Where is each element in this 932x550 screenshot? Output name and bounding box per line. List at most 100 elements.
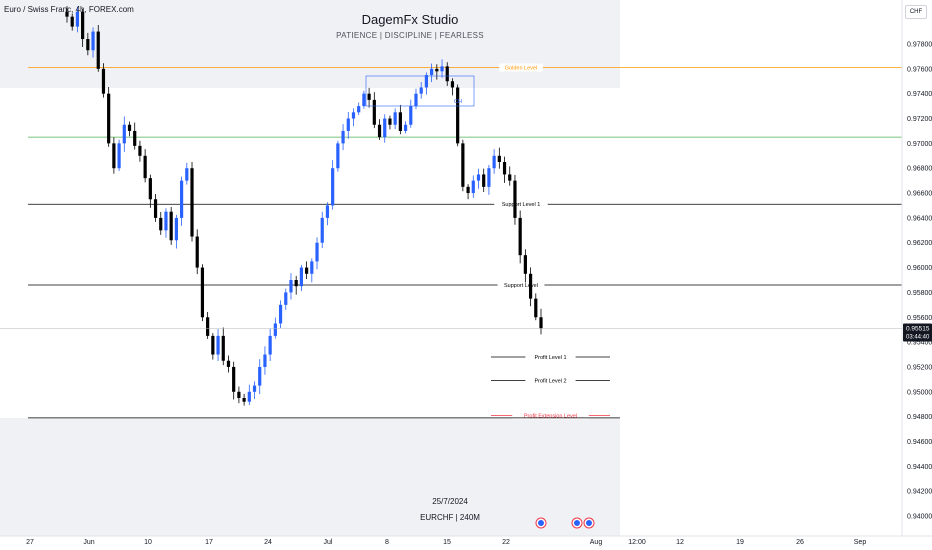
watermark-symbol: EURCHF | 240M <box>420 513 480 522</box>
price-tick-label: 0.94000 <box>907 514 932 521</box>
time-tick-label: 19 <box>736 539 744 546</box>
price-tick-label: 0.94600 <box>907 439 932 446</box>
candle-body <box>247 391 251 402</box>
candle-body <box>112 143 116 169</box>
candle-body <box>169 211 173 241</box>
candle-body <box>237 391 241 398</box>
candle-body <box>497 155 501 162</box>
time-tick-label: 24 <box>264 539 272 546</box>
price-tick-label: 0.97600 <box>907 66 932 73</box>
candle-body <box>91 31 95 51</box>
level-label-bg <box>497 280 545 289</box>
price-axis[interactable]: 0.97800 0.97600 0.97400 0.97200 0.97000 0.968… <box>907 42 932 521</box>
candle-body <box>388 118 392 125</box>
candle-body <box>351 112 356 119</box>
level-lines: Golden Level Support Level 1 Support Level… <box>28 63 902 420</box>
candle-body <box>487 168 491 187</box>
candle-body <box>122 124 126 144</box>
candle-body <box>534 298 538 318</box>
candle-body <box>419 87 423 94</box>
studio-subtitle: PATIENCE | DISCIPLINE | FEARLESS <box>336 31 484 40</box>
watermark-date: 25/7/2024 <box>432 497 468 506</box>
price-tick-label: 0.94800 <box>907 414 932 421</box>
candle-body <box>341 130 345 144</box>
candle-body <box>70 16 74 27</box>
candle-body <box>539 317 543 329</box>
last-price-box <box>903 323 932 342</box>
price-tick-label: 0.95000 <box>907 389 932 396</box>
price-tick-label: 0.97000 <box>907 141 932 148</box>
candle-body <box>367 93 371 100</box>
candle-body <box>148 178 152 200</box>
candle-body <box>252 385 257 392</box>
time-tick-label: Jun <box>83 539 94 546</box>
candle-body <box>75 11 80 27</box>
level-label-bg <box>525 353 576 362</box>
candle-body <box>456 87 460 144</box>
change-of-character-box <box>365 75 475 107</box>
candle-body <box>372 99 376 125</box>
candle-body <box>414 93 418 107</box>
time-tick-label: 22 <box>502 539 510 546</box>
candle-body <box>508 174 512 181</box>
candle-body <box>523 255 527 274</box>
time-tick-label: 12:00 <box>628 539 646 546</box>
candle-body <box>242 398 246 402</box>
level-label: Support Level <box>504 283 538 289</box>
candle-body <box>278 304 283 324</box>
price-tick-label: 0.96200 <box>907 240 932 247</box>
candle-body <box>466 186 470 194</box>
candle-body <box>492 155 496 169</box>
studio-title: DagemFx Studio <box>361 12 459 27</box>
ch-annotation: CH <box>454 99 462 105</box>
price-tick-label: 0.97400 <box>907 91 932 98</box>
candle-body <box>216 335 220 355</box>
candle-body <box>383 118 387 138</box>
price-tick-label: 0.96400 <box>907 215 932 222</box>
candle-body <box>299 267 303 287</box>
event-flag-icon-core <box>586 520 592 526</box>
price-tick-label: 0.97800 <box>907 42 932 49</box>
bg-zone-bottom <box>0 418 620 536</box>
level-label-bg <box>499 63 543 72</box>
candle-body <box>107 93 111 144</box>
candle-body <box>513 180 517 218</box>
candle-body <box>289 280 293 293</box>
candle-body <box>200 267 205 318</box>
candle-body <box>127 124 132 131</box>
time-tick-label: Sep <box>854 539 867 546</box>
level-label-bg <box>512 411 589 420</box>
candle-body <box>435 68 439 72</box>
candle-body <box>96 31 100 69</box>
candle-body <box>268 335 272 355</box>
time-tick-label: 27 <box>26 539 34 546</box>
price-tick-label: 0.95400 <box>907 340 932 347</box>
candle-body <box>174 217 178 241</box>
candle-body <box>190 168 194 237</box>
candle-body <box>377 124 382 138</box>
candles <box>65 6 543 406</box>
candle-body <box>164 211 168 231</box>
price-tick-label: 0.95200 <box>907 364 932 371</box>
candle-body <box>502 162 507 175</box>
candle-body <box>325 205 330 218</box>
candle-body <box>430 68 434 76</box>
price-tick-label: 0.96000 <box>907 265 932 272</box>
candle-body <box>450 81 455 88</box>
candle-body <box>528 273 533 299</box>
time-tick-label: 12 <box>676 539 684 546</box>
candle-body <box>143 155 147 179</box>
time-tick-label: 17 <box>205 539 213 546</box>
candle-body <box>263 354 267 367</box>
candle-body <box>393 112 397 125</box>
candle-body <box>315 242 319 262</box>
time-tick-label: 10 <box>144 539 152 546</box>
time-axis[interactable]: 27 Jun 10 17 24 Jul 8 15 22 Aug 12:00 12 19 26 Sep <box>26 539 866 546</box>
currency-button[interactable]: CHF <box>905 5 927 19</box>
level-label: Golden Level <box>505 66 537 72</box>
level-label: Profit Extension Level <box>524 413 577 419</box>
candle-body <box>305 267 309 274</box>
candle-body <box>226 360 231 367</box>
candle-body <box>86 39 90 51</box>
